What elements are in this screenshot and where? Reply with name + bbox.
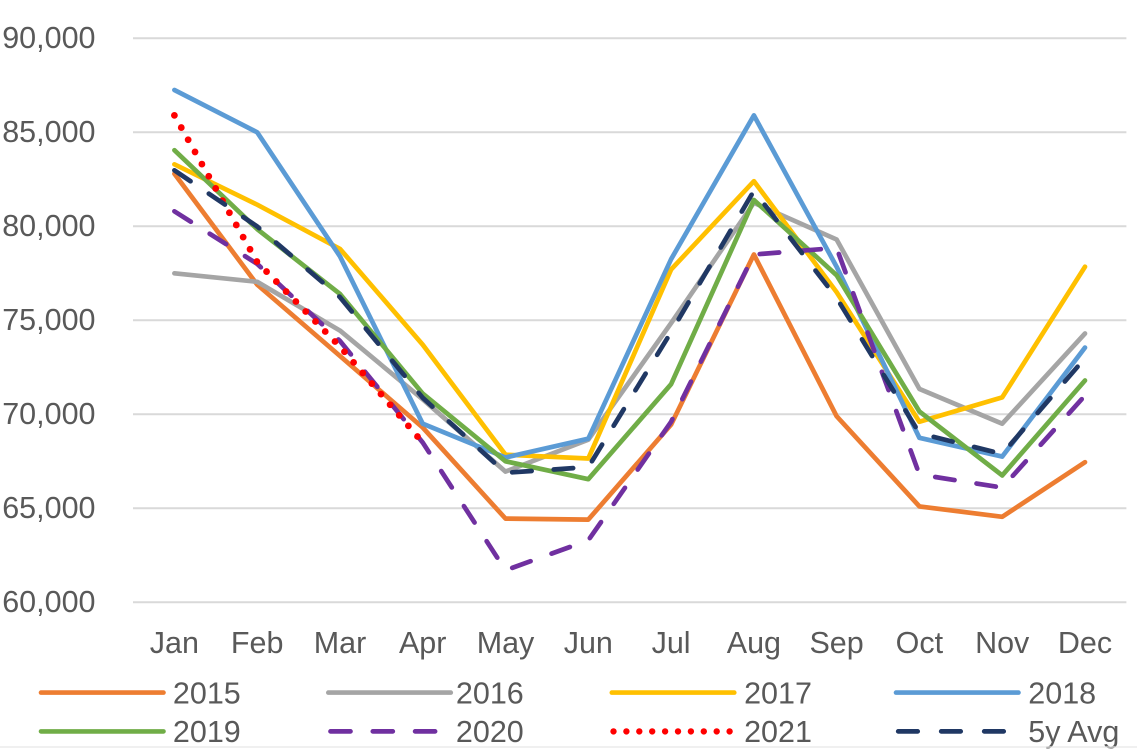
svg-text:Aug: Aug	[727, 626, 781, 660]
svg-text:Apr: Apr	[399, 626, 446, 660]
svg-text:2015: 2015	[173, 676, 241, 710]
svg-text:80,000: 80,000	[2, 209, 95, 243]
svg-text:Jan: Jan	[150, 626, 199, 660]
svg-text:Jun: Jun	[564, 626, 613, 660]
svg-text:2020: 2020	[456, 715, 524, 749]
svg-text:5y Avg: 5y Avg	[1028, 715, 1119, 749]
svg-text:Mar: Mar	[314, 626, 367, 660]
svg-text:2021: 2021	[744, 715, 812, 749]
svg-text:75,000: 75,000	[2, 303, 95, 337]
svg-text:65,000: 65,000	[2, 491, 95, 525]
svg-text:2019: 2019	[173, 715, 241, 749]
svg-text:60,000: 60,000	[2, 585, 95, 619]
svg-text:2018: 2018	[1028, 676, 1096, 710]
svg-text:70,000: 70,000	[2, 397, 95, 431]
svg-text:Oct: Oct	[896, 626, 944, 660]
svg-text:Nov: Nov	[975, 626, 1030, 660]
svg-text:Dec: Dec	[1058, 626, 1112, 660]
svg-text:Feb: Feb	[231, 626, 284, 660]
svg-text:90,000: 90,000	[2, 21, 95, 55]
svg-text:Jul: Jul	[652, 626, 691, 660]
svg-text:Sep: Sep	[809, 626, 863, 660]
svg-text:2016: 2016	[456, 676, 524, 710]
svg-text:2017: 2017	[744, 676, 812, 710]
svg-text:May: May	[477, 626, 535, 660]
svg-text:85,000: 85,000	[2, 115, 95, 149]
